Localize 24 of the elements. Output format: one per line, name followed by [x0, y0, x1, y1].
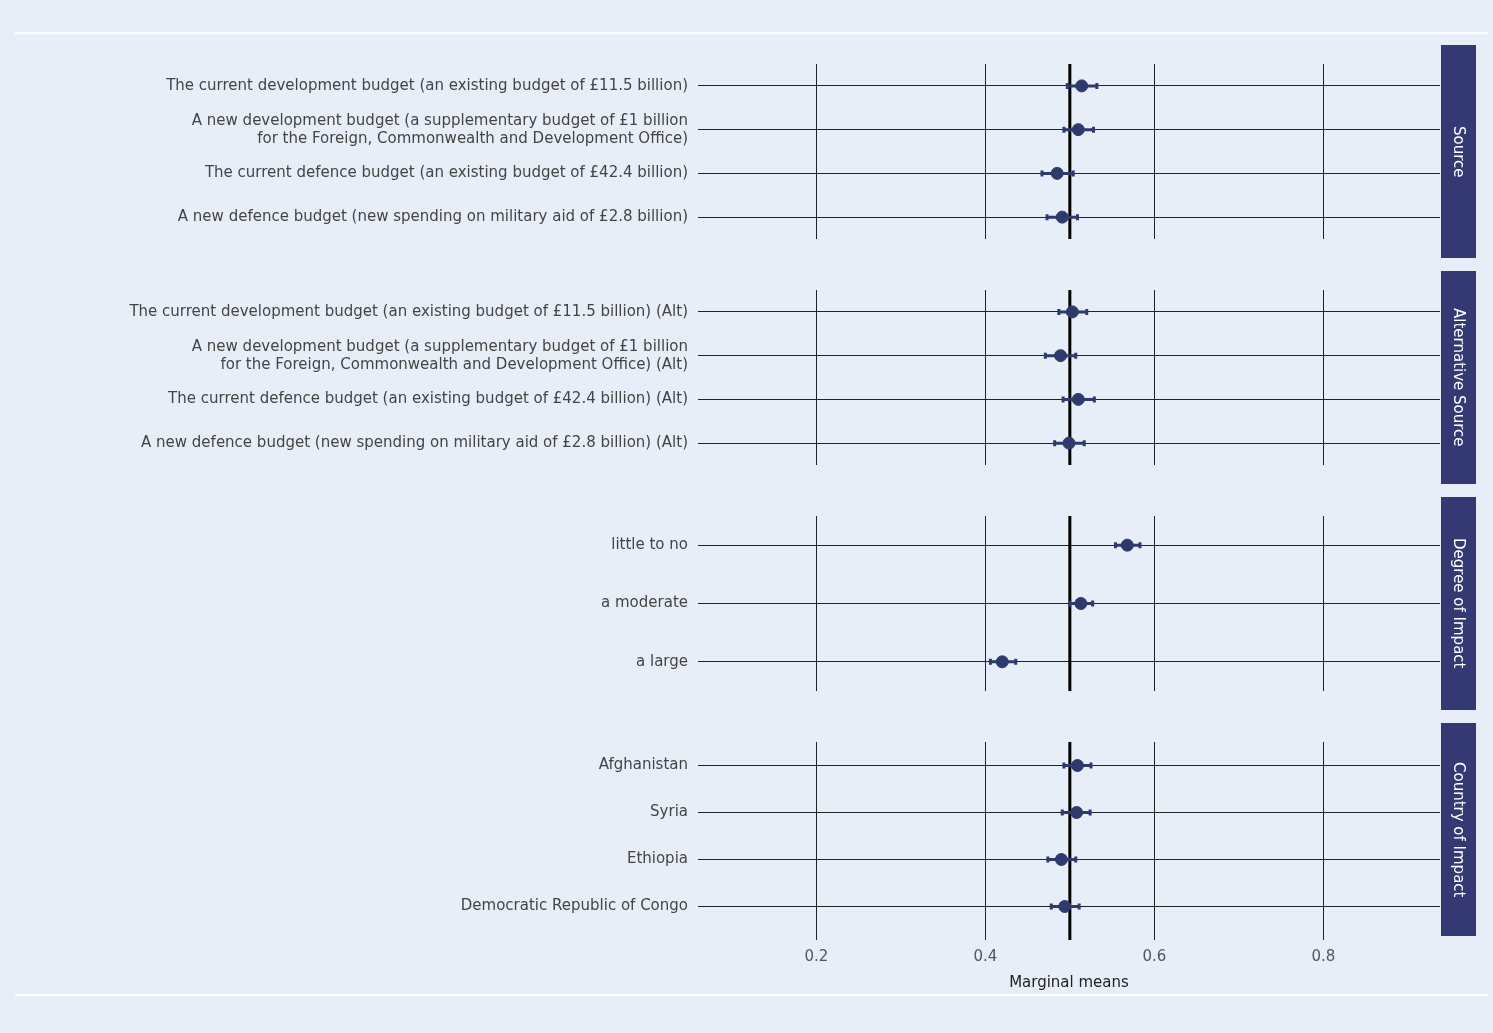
y-tick-label: Ethiopia: [626, 849, 688, 868]
x-axis-title: Marginal means: [1009, 972, 1130, 991]
y-tick-label: The current defence budget (an existing budget of £42.4 billion) (Alt): [167, 389, 688, 408]
y2-axis-title: Source: [1449, 125, 1468, 178]
x-tick-label: 0.8: [1311, 946, 1336, 965]
y2-axis-title: Degree of Impact: [1449, 538, 1468, 669]
y2-axis-title: Country of Impact: [1449, 761, 1468, 898]
y-tick-label: A new development budget (a supplementary budget of £1 billion for the Foreign, Commonwealth and Development Office) (Alt): [191, 336, 688, 373]
y-tick-label: A new defence budget (new spending on military aid of £2.8 billion): [177, 207, 688, 226]
x-tick-label: 0.6: [1142, 946, 1167, 965]
y-tick-label: A new defence budget (new spending on military aid of £2.8 billion) (Alt): [141, 433, 688, 452]
y-tick-label: Democratic Republic of Congo: [460, 896, 688, 915]
y-tick-label: The current development budget (an existing budget of £11.5 billion) (Alt): [128, 301, 688, 320]
y-tick-label: The current defence budget (an existing budget of £42.4 billion): [203, 163, 688, 182]
x-tick-label: 0.2: [804, 946, 829, 965]
x-tick-label: 0.4: [973, 946, 998, 965]
y-tick-label: a large: [636, 651, 688, 670]
y-tick-label: Syria: [650, 802, 688, 821]
y-tick-label: little to no: [611, 535, 688, 554]
y-tick-label: Afghanistan: [598, 755, 688, 774]
y2-axis-title: Alternative Source: [1449, 308, 1468, 447]
y-tick-label: a moderate: [601, 593, 688, 612]
y-tick-label: A new development budget (a supplementary budget of £1 billion for the Foreign, Commonwealth and Development Office): [191, 110, 688, 147]
y-tick-label: The current development budget (an existing budget of £11.5 billion): [165, 75, 688, 94]
